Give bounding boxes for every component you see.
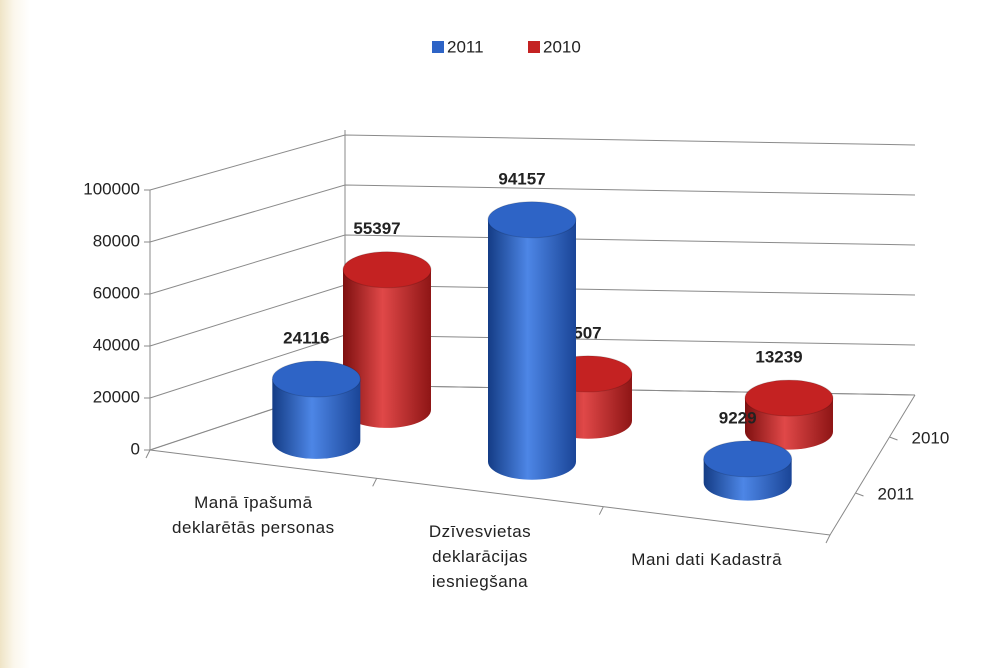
bar-top: [271, 360, 361, 398]
y-tick-label: 20000: [93, 387, 140, 406]
bar: [342, 251, 432, 428]
legend-label: 2011: [447, 37, 484, 56]
x-tick-label: Dzīvesvietas deklarācijas iesniegšana: [428, 521, 532, 591]
x-axis-tick: [145, 449, 151, 459]
bar-body: [488, 219, 576, 480]
grid-line: [149, 234, 916, 295]
depth-tick: [855, 492, 864, 497]
grid-line: [149, 134, 916, 191]
bar-top: [703, 440, 793, 478]
y-tick-label: 100000: [83, 179, 140, 198]
data-label: 55397: [353, 219, 400, 238]
data-label: 24116: [283, 328, 329, 347]
legend-swatch: [432, 41, 444, 53]
grid-line: [149, 184, 916, 243]
x-axis-tick: [372, 478, 378, 487]
y-tick-label: 0: [131, 439, 140, 458]
depth-tick: [889, 436, 898, 441]
y-tick-label: 80000: [93, 231, 140, 250]
bar-top: [487, 201, 577, 239]
y-tick-label: 40000: [93, 335, 140, 354]
x-axis-tick: [825, 534, 831, 544]
x-axis-tick: [598, 506, 604, 515]
x-tick-label: Mani dati Kadastrā: [631, 549, 783, 569]
bar-body: [272, 378, 361, 459]
bar: [271, 360, 361, 459]
x-tick-label: Manā īpašumā deklarētās personas: [172, 493, 335, 538]
depth-label: 2011: [878, 484, 915, 503]
legend-swatch: [528, 41, 540, 53]
data-label: 13239: [755, 348, 802, 367]
bar-top: [342, 251, 432, 289]
bar-body: [343, 269, 431, 428]
bar: [703, 440, 793, 501]
bar-top: [744, 379, 834, 417]
depth-label: 2010: [912, 428, 950, 447]
bar: [487, 201, 577, 480]
legend-label: 2010: [543, 37, 581, 56]
y-tick-label: 60000: [93, 283, 140, 302]
bar: [744, 379, 834, 450]
data-label: 9229: [719, 408, 757, 427]
data-label: 94157: [498, 169, 545, 188]
